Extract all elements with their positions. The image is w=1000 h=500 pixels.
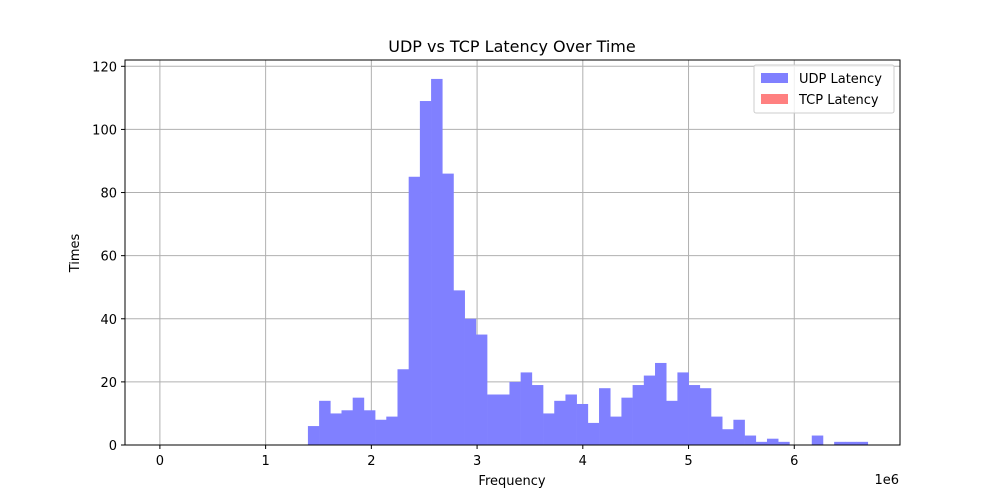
udp-histogram-bar: [632, 385, 645, 445]
udp-histogram-bar: [431, 78, 443, 446]
udp-histogram-bar: [610, 416, 622, 445]
udp-histogram-bar: [778, 441, 790, 445]
udp-histogram-bar: [643, 375, 656, 445]
udp-histogram-bar: [386, 416, 398, 445]
udp-histogram-bar: [319, 400, 331, 445]
x-axis-offset-label: 1e6: [874, 473, 899, 488]
x-tick-label: 5: [684, 454, 692, 469]
udp-histogram-bar: [464, 318, 477, 445]
y-tick-label: 0: [109, 439, 117, 454]
x-tick-label: 0: [156, 454, 164, 469]
chart-title: UDP vs TCP Latency Over Time: [388, 37, 635, 56]
udp-histogram-bar: [599, 388, 611, 445]
udp-histogram-bar: [655, 362, 667, 445]
y-tick-label: 80: [100, 187, 117, 202]
udp-histogram-bar: [710, 416, 723, 445]
bars: [307, 78, 869, 446]
udp-histogram-bar: [442, 173, 454, 445]
y-tick-label: 120: [92, 60, 117, 75]
plot-frame: [124, 59, 901, 446]
udp-histogram-bar: [330, 413, 342, 445]
udp-histogram-bar: [766, 438, 779, 445]
udp-histogram-bar: [565, 394, 577, 445]
udp-histogram-bar: [408, 176, 421, 445]
udp-histogram-bar: [755, 441, 768, 445]
legend-label-udp: UDP Latency: [799, 72, 882, 87]
x-tick-label: 2: [367, 454, 375, 469]
udp-histogram-bar: [733, 419, 745, 445]
udp-histogram-bar: [509, 381, 521, 445]
legend: UDP Latency TCP Latency: [753, 64, 895, 114]
udp-histogram-bar: [475, 334, 488, 445]
udp-histogram-bar: [341, 410, 353, 445]
udp-histogram-bar: [453, 290, 465, 445]
y-tick-label: 60: [100, 250, 117, 265]
udp-histogram-bar: [621, 397, 633, 445]
udp-histogram-bar: [498, 394, 510, 445]
y-tick-label: 100: [92, 123, 117, 138]
x-axis-label: Frequency: [478, 474, 545, 489]
udp-histogram-bar: [677, 372, 689, 445]
udp-histogram-bar: [375, 419, 387, 445]
udp-histogram-bar: [397, 369, 409, 445]
y-tick-label: 40: [100, 313, 117, 328]
udp-histogram-bar: [744, 435, 757, 445]
udp-histogram-bar: [722, 429, 734, 445]
udp-histogram-bar: [520, 372, 533, 445]
udp-histogram-bar: [699, 388, 712, 445]
x-tick-label: 1: [261, 454, 269, 469]
udp-histogram-bar: [856, 441, 869, 445]
udp-histogram-bar: [845, 441, 857, 445]
legend-label-tcp: TCP Latency: [798, 93, 879, 108]
udp-histogram-bar: [834, 441, 846, 445]
udp-histogram-bar: [543, 413, 555, 445]
udp-histogram-bar: [419, 101, 432, 445]
legend-swatch-tcp: [761, 94, 788, 104]
udp-histogram-bar: [576, 403, 589, 445]
udp-histogram-bar: [307, 426, 320, 445]
udp-histogram-bar: [688, 385, 701, 445]
x-tick-label: 3: [473, 454, 481, 469]
udp-histogram-bar: [587, 422, 600, 445]
x-tick-label: 4: [579, 454, 587, 469]
udp-histogram-bar: [363, 410, 376, 445]
udp-histogram-bar: [554, 400, 566, 445]
y-tick-label: 20: [100, 376, 117, 391]
legend-box: [753, 64, 895, 114]
legend-swatch-udp: [761, 73, 788, 83]
y-axis-label: Times: [68, 233, 83, 273]
x-tick-label: 6: [790, 454, 798, 469]
udp-histogram-bar: [811, 435, 824, 445]
udp-histogram-bar: [352, 397, 365, 445]
udp-histogram-bar: [531, 385, 544, 445]
udp-histogram-bar: [487, 394, 499, 445]
udp-histogram-bar: [666, 400, 678, 445]
